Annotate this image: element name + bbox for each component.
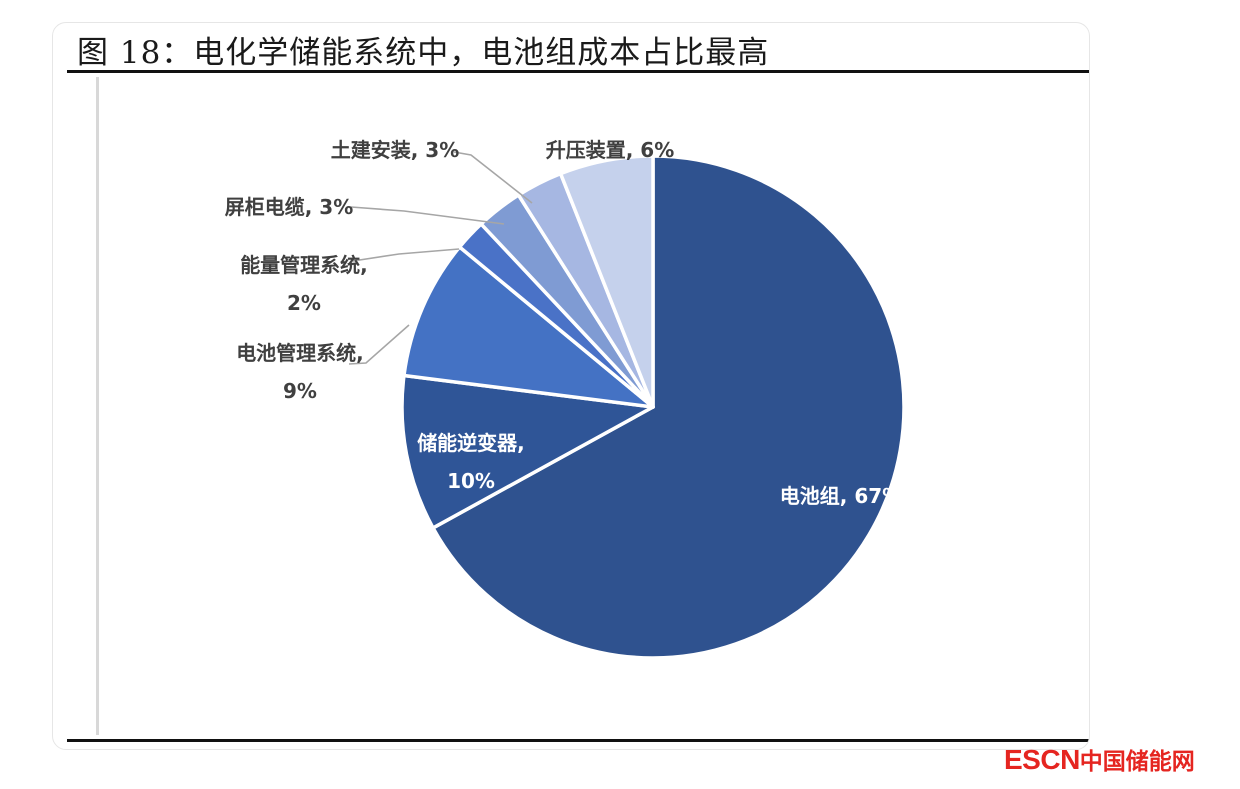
data-label-能量管理系统: 能量管理系统, 2%: [240, 253, 368, 315]
bottom-rule: [67, 739, 1089, 742]
escn-watermark-logo: ESCN中国储能网: [1004, 742, 1195, 776]
data-label-屏柜电缆: 屏柜电缆, 3%: [225, 195, 354, 219]
leader-line-能量管理系统: [352, 248, 460, 262]
watermark-name: 中国储能网: [1079, 748, 1195, 774]
plot-area: 电池组, 67% 储能逆变器, 10% 电池管理系统, 9% 能量管理系统, 2% 屏柜电缆,…: [96, 77, 1089, 735]
title-rule: [67, 70, 1089, 73]
slice-2-储能逆变器: [400, 373, 655, 530]
data-label-储能逆变器: 储能逆变器, 10%: [417, 431, 525, 493]
leader-line-电池管理系统: [348, 324, 410, 365]
leader-line-屏柜电缆: [350, 206, 505, 225]
data-label-电池组: 电池组, 67%: [780, 484, 902, 508]
leader-line-土建安装: [453, 151, 533, 204]
chart-card: 图 18：电化学储能系统中，电池组成本占比最高 电池组, 67% 储能逆变器, 10…: [52, 22, 1090, 750]
slice-7-升压装置: [558, 154, 655, 409]
slice-3-电池管理系统: [402, 245, 655, 409]
data-label-升压装置: 升压装置, 6%: [546, 138, 675, 162]
slice-1-电池组: [431, 154, 906, 660]
pie-chart: 电池组, 67% 储能逆变器, 10% 电池管理系统, 9% 能量管理系统, 2% 屏柜电缆,…: [225, 138, 906, 660]
figure-title: 图 18：电化学储能系统中，电池组成本占比最高: [77, 35, 770, 71]
data-label-土建安装: 土建安装, 3%: [331, 138, 460, 162]
data-label-电池管理系统: 电池管理系统, 9%: [236, 341, 364, 403]
watermark-brand: ESCN: [1004, 744, 1080, 775]
